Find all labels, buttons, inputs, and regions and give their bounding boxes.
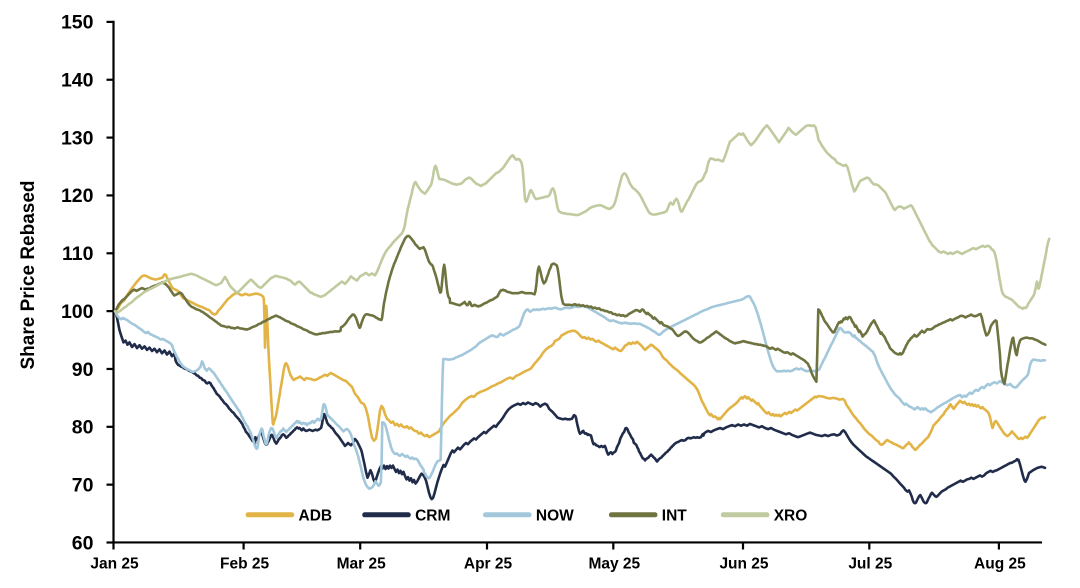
svg-text:60: 60: [72, 532, 94, 554]
svg-text:110: 110: [62, 243, 94, 265]
svg-text:130: 130: [61, 127, 94, 149]
svg-text:Apr 25: Apr 25: [464, 556, 513, 573]
svg-text:Jan 25: Jan 25: [90, 556, 139, 573]
svg-text:Jul 25: Jul 25: [848, 556, 892, 573]
svg-text:CRM: CRM: [415, 507, 450, 524]
svg-text:140: 140: [61, 70, 94, 92]
svg-text:May 25: May 25: [588, 556, 640, 573]
svg-text:80: 80: [72, 417, 94, 439]
svg-text:Aug 25: Aug 25: [974, 556, 1026, 573]
svg-text:150: 150: [61, 12, 94, 34]
svg-text:NOW: NOW: [536, 507, 574, 524]
svg-text:70: 70: [72, 474, 94, 496]
svg-text:90: 90: [72, 359, 94, 381]
svg-text:100: 100: [61, 301, 94, 323]
svg-text:INT: INT: [662, 507, 688, 524]
svg-text:Share Price Rebased: Share Price Rebased: [18, 180, 39, 369]
svg-text:Jun 25: Jun 25: [719, 556, 768, 573]
svg-text:120: 120: [61, 185, 94, 207]
svg-text:Feb 25: Feb 25: [220, 556, 269, 573]
svg-text:XRO: XRO: [774, 507, 808, 524]
svg-text:ADB: ADB: [299, 507, 333, 524]
svg-text:Mar 25: Mar 25: [337, 556, 386, 573]
